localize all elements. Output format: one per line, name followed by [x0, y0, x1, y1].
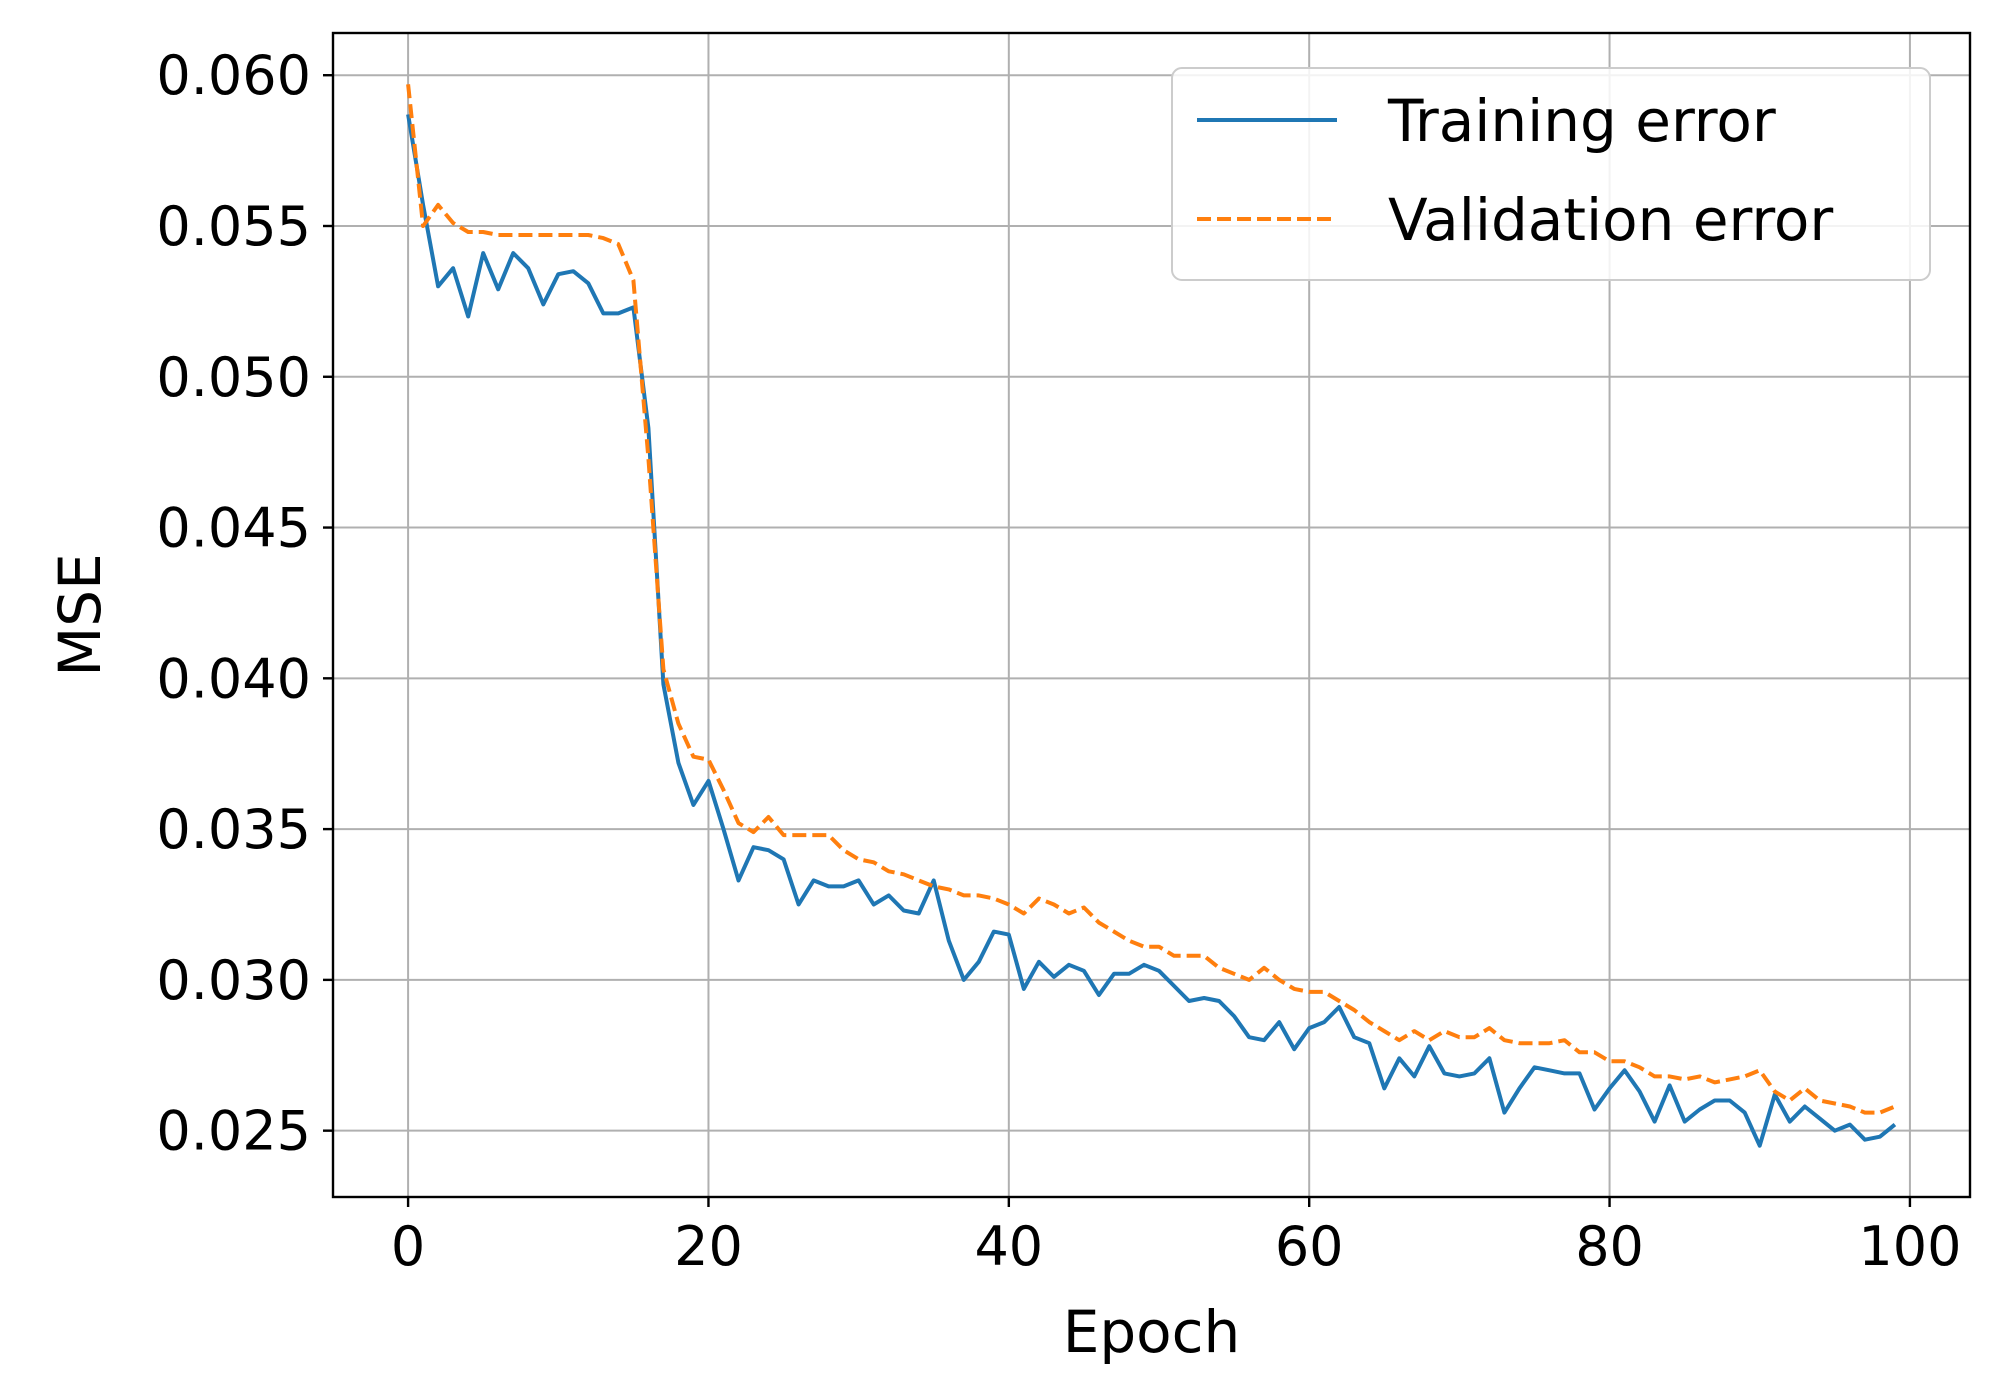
y-tick-label: 0.030 [156, 949, 311, 1012]
legend-label-validation: Validation error [1388, 186, 1833, 254]
x-tick-label: 40 [974, 1215, 1043, 1278]
y-tick-label: 0.035 [156, 798, 311, 861]
plot-frame [331, 31, 1972, 1199]
y-tick-label: 0.050 [156, 346, 311, 409]
y-axis-ticks: 0.025 0.030 0.035 0.040 0.045 0.050 0.055 0.060 [156, 44, 333, 1163]
legend: Training error Validation error [1171, 67, 1931, 281]
y-axis-title: MSE [46, 553, 114, 677]
legend-box [1171, 67, 1931, 281]
y-tick-label: 0.045 [156, 497, 311, 560]
x-tick-label: 20 [674, 1215, 743, 1278]
x-tick-label: 0 [391, 1215, 425, 1278]
x-tick-label: 100 [1858, 1215, 1961, 1278]
y-tick-label: 0.060 [156, 44, 311, 107]
grid-lines [333, 33, 1970, 1197]
legend-label-training: Training error [1387, 87, 1776, 155]
series-line-validation-error [406, 84, 1896, 1115]
series-line-training-error [406, 114, 1897, 1148]
x-tick-label: 80 [1575, 1215, 1644, 1278]
series-layer [406, 84, 1897, 1148]
x-axis-ticks: 0 20 40 60 80 100 [391, 1197, 1961, 1278]
x-axis-title: Epoch [1063, 1298, 1241, 1366]
y-tick-label: 0.040 [156, 647, 311, 710]
x-tick-label: 60 [1275, 1215, 1344, 1278]
y-tick-label: 0.025 [156, 1100, 311, 1163]
y-tick-label: 0.055 [156, 195, 311, 258]
